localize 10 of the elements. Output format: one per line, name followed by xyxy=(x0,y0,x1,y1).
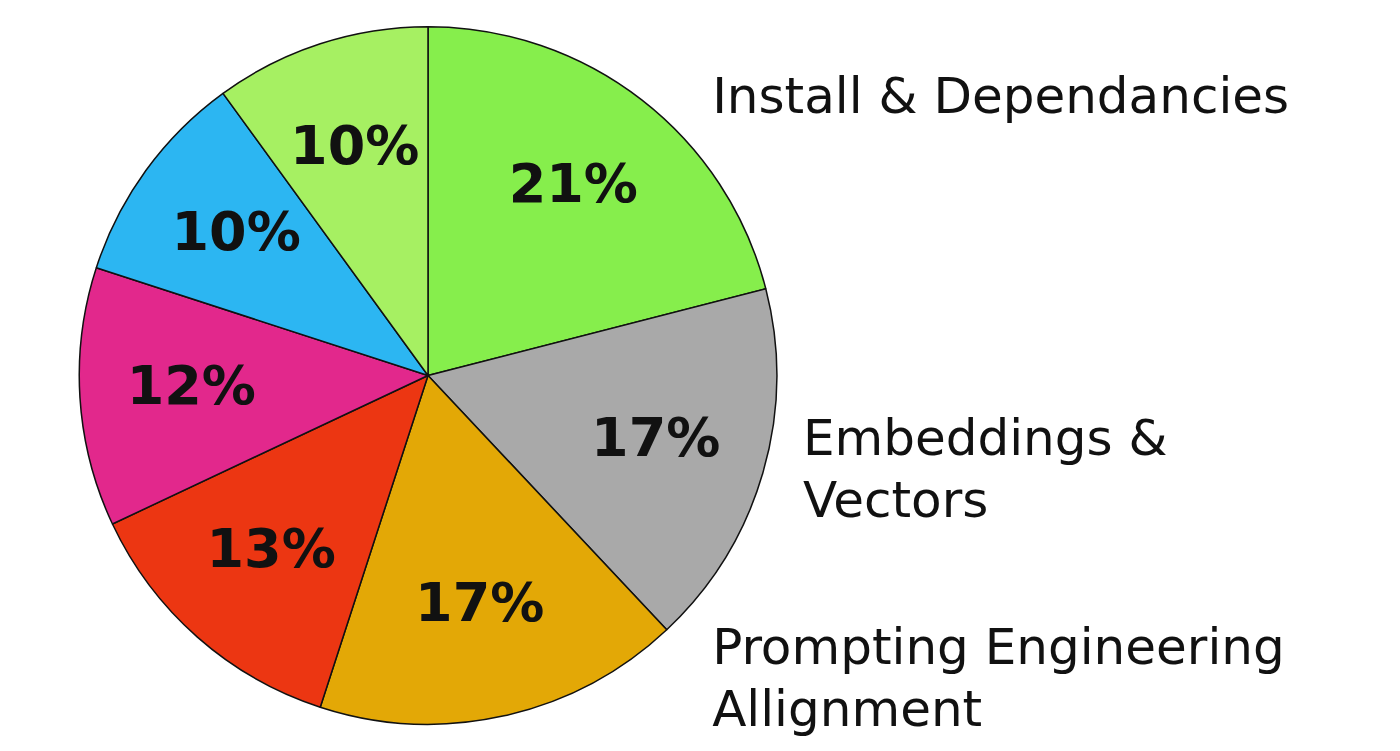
data-label: 13% xyxy=(206,517,336,581)
data-label: 17% xyxy=(415,570,545,634)
data-label: 10% xyxy=(171,200,301,264)
data-label: 17% xyxy=(591,405,721,469)
data-label: 12% xyxy=(126,354,256,418)
slice-label: Embeddings & Vectors xyxy=(802,408,1168,529)
data-label: 10% xyxy=(290,113,420,177)
data-label: 21% xyxy=(508,152,638,216)
slice-label: Install & Dependancies xyxy=(712,66,1290,125)
slice-label: Prompting Engineering Allignment xyxy=(712,617,1285,738)
